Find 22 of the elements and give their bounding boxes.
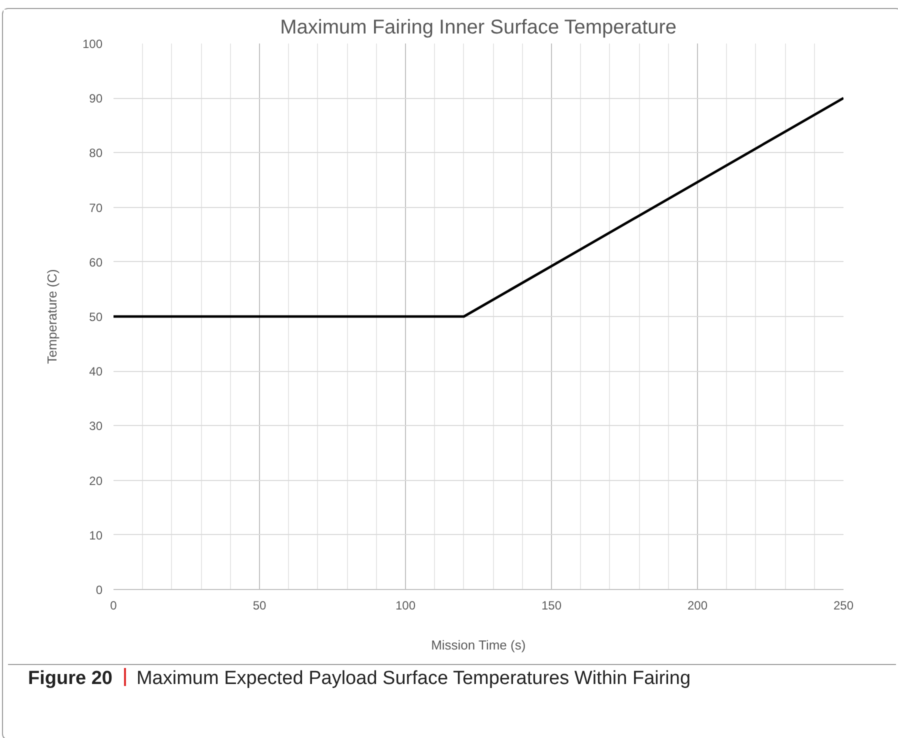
x-tick-label: 0	[110, 598, 118, 612]
x-axis-title: Mission Time (s)	[431, 638, 526, 652]
chart-title: Maximum Fairing Inner Surface Temperature	[280, 16, 677, 38]
x-tick-label: 250	[833, 598, 854, 612]
y-tick-label: 0	[96, 583, 103, 597]
x-tick-label: 150	[541, 598, 562, 612]
y-axis-title: Temperature (C)	[44, 269, 60, 364]
y-tick-label: 50	[89, 310, 103, 324]
x-tick-label: 100	[395, 598, 416, 612]
y-tick-label: 40	[89, 364, 103, 379]
y-tick-label: 90	[89, 92, 103, 106]
x-tick-label: 200	[687, 598, 708, 612]
caption: Figure 20	[28, 667, 112, 691]
x-tick-label: 50	[252, 598, 266, 612]
y-tick-label: 20	[89, 474, 103, 488]
y-tick-label: 30	[89, 419, 103, 434]
text: Maximum Expected Payload Surface Temperatures Within Fairing	[136, 667, 692, 691]
y-tick-label: 100	[82, 37, 103, 51]
y-tick-label: 60	[89, 255, 103, 270]
y-tick-label: 70	[89, 200, 103, 215]
y-tick-label: 10	[89, 528, 103, 542]
y-tick-label: 80	[89, 146, 103, 160]
